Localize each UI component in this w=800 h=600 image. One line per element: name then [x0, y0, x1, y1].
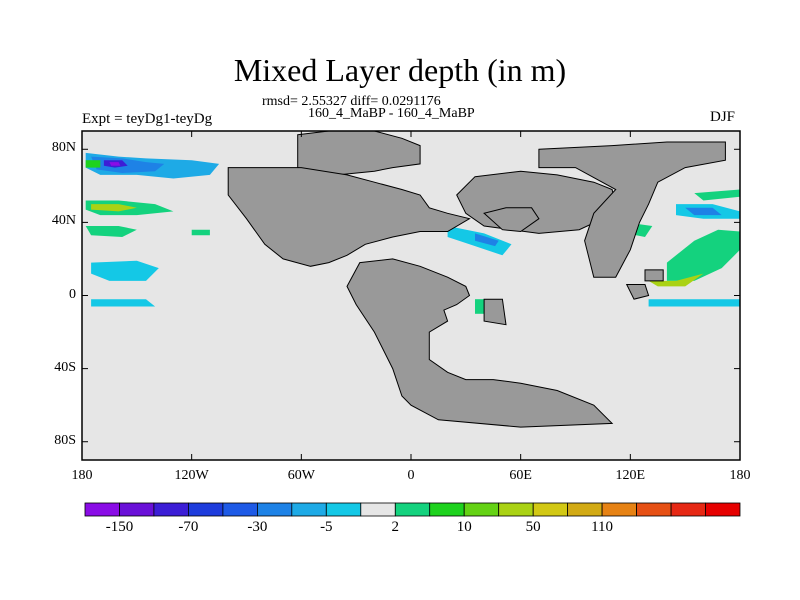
colorbar-box-12 — [498, 502, 534, 517]
colorbar-box-2 — [153, 502, 189, 517]
anomaly-layer — [85, 152, 740, 314]
anomaly-patch-6 — [91, 204, 137, 212]
colorbar-box-18 — [705, 502, 741, 517]
land-mass-2 — [346, 258, 614, 428]
colorbar-box-15 — [601, 502, 637, 517]
anomaly-patch-16 — [694, 189, 740, 201]
colorbar-box-0 — [84, 502, 120, 517]
colorbar-box-10 — [429, 502, 465, 517]
anomaly-patch-17 — [666, 229, 740, 281]
anomaly-patch-4 — [85, 160, 101, 168]
colorbar-box-13 — [532, 502, 569, 517]
x-tick-label-5: 120E — [615, 468, 646, 483]
anomaly-patch-3 — [109, 162, 121, 166]
colorbar-box-1 — [119, 502, 155, 517]
y-tick-label-1: 40N — [51, 213, 76, 229]
land-mass-1 — [227, 167, 471, 267]
colorbar-label-4: 2 — [391, 519, 400, 535]
colorbar-label-0: -150 — [105, 519, 134, 535]
colorbar-box-6 — [291, 502, 327, 517]
land-layer — [227, 130, 726, 428]
plot-title: Mixed Layer depth (in m) — [233, 52, 567, 88]
y-tick-label-0: 80N — [51, 140, 76, 156]
land-mass-7 — [625, 284, 650, 300]
colorbar — [84, 502, 741, 517]
x-tick-label-6: 180 — [729, 468, 751, 483]
axis-ticks — [81, 131, 741, 460]
land-mass-8 — [483, 298, 507, 326]
land-mass-4 — [483, 207, 540, 233]
colorbar-box-11 — [463, 502, 500, 517]
anomaly-patch-10 — [191, 229, 210, 236]
x-tick-label-3: 0 — [407, 468, 415, 483]
runs-subtitle: 160_4_MaBP - 160_4_MaBP — [308, 106, 475, 121]
colorbar-label-1: -70 — [178, 519, 199, 535]
season-label: DJF — [710, 109, 736, 125]
anomaly-patch-7 — [85, 226, 137, 237]
colorbar-box-7 — [325, 502, 362, 517]
colorbar-label-3: -5 — [320, 519, 333, 535]
anomaly-patch-18 — [648, 273, 704, 287]
colorbar-label-7: 110 — [591, 519, 614, 535]
colorbar-box-16 — [636, 502, 672, 517]
colorbar-box-14 — [567, 502, 603, 517]
y-tick-label-3: 40S — [54, 359, 76, 375]
colorbar-label-5: 10 — [456, 519, 472, 535]
anomaly-patch-19 — [648, 299, 740, 307]
anomaly-patch-9 — [91, 299, 156, 307]
x-tick-label-2: 60W — [287, 468, 315, 483]
anomaly-patch-15 — [685, 207, 722, 216]
y-tick-label-2: 0 — [69, 286, 76, 302]
anomaly-patch-8 — [91, 260, 159, 281]
x-tick-label-1: 120W — [174, 468, 209, 483]
x-tick-label-0: 180 — [71, 468, 93, 483]
colorbar-box-4 — [222, 502, 258, 517]
colorbar-label-6: 50 — [525, 519, 541, 535]
land-mass-5 — [538, 141, 726, 278]
colorbar-box-8 — [360, 502, 396, 517]
colorbar-label-2: -30 — [247, 519, 268, 535]
colorbar-box-9 — [394, 502, 431, 517]
colorbar-box-17 — [670, 502, 706, 517]
x-tick-label-4: 60E — [509, 468, 532, 483]
experiment-label: Expt = teyDg1-teyDg — [82, 111, 213, 127]
colorbar-box-5 — [256, 502, 293, 517]
colorbar-box-3 — [187, 502, 224, 517]
land-mass-6 — [644, 269, 664, 282]
stats-subtitle: rmsd= 2.55327 diff= 0.0291176 — [262, 94, 441, 109]
anomaly-patch-12 — [475, 233, 499, 247]
y-tick-label-4: 80S — [54, 432, 76, 448]
